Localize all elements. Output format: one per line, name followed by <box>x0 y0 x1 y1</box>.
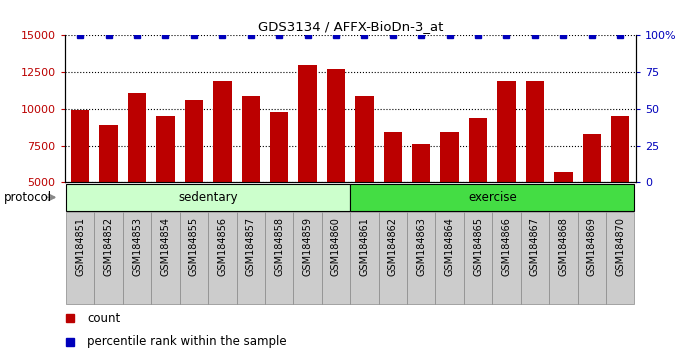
FancyBboxPatch shape <box>606 212 634 304</box>
Text: GSM184865: GSM184865 <box>473 217 483 276</box>
FancyBboxPatch shape <box>350 184 634 211</box>
Text: GSM184858: GSM184858 <box>274 217 284 276</box>
Text: GSM184856: GSM184856 <box>218 217 227 276</box>
Title: GDS3134 / AFFX-BioDn-3_at: GDS3134 / AFFX-BioDn-3_at <box>258 20 443 33</box>
Text: GSM184861: GSM184861 <box>360 217 369 276</box>
FancyBboxPatch shape <box>577 212 606 304</box>
FancyBboxPatch shape <box>350 212 379 304</box>
Text: GSM184860: GSM184860 <box>331 217 341 276</box>
FancyBboxPatch shape <box>293 212 322 304</box>
Text: GSM184853: GSM184853 <box>132 217 142 276</box>
Text: GSM184869: GSM184869 <box>587 217 597 276</box>
Bar <box>99 125 118 182</box>
Text: GSM184862: GSM184862 <box>388 217 398 276</box>
FancyBboxPatch shape <box>151 212 180 304</box>
FancyBboxPatch shape <box>237 212 265 304</box>
Bar <box>299 65 317 182</box>
FancyBboxPatch shape <box>123 212 151 304</box>
Bar <box>441 132 459 182</box>
Bar <box>185 100 203 182</box>
Text: GSM184863: GSM184863 <box>416 217 426 276</box>
Text: GSM184868: GSM184868 <box>558 217 568 276</box>
Text: GSM184855: GSM184855 <box>189 217 199 276</box>
Bar <box>469 118 488 182</box>
Text: protocol: protocol <box>3 191 52 204</box>
Bar <box>241 96 260 182</box>
Bar <box>526 81 544 182</box>
FancyBboxPatch shape <box>435 212 464 304</box>
Text: GSM184854: GSM184854 <box>160 217 171 276</box>
Bar <box>128 93 146 182</box>
FancyBboxPatch shape <box>379 212 407 304</box>
Text: GSM184867: GSM184867 <box>530 217 540 276</box>
FancyBboxPatch shape <box>322 212 350 304</box>
FancyBboxPatch shape <box>492 212 521 304</box>
FancyBboxPatch shape <box>208 212 237 304</box>
FancyBboxPatch shape <box>95 212 123 304</box>
Text: GSM184851: GSM184851 <box>75 217 85 276</box>
Text: GSM184866: GSM184866 <box>501 217 511 276</box>
Bar <box>71 110 90 182</box>
FancyBboxPatch shape <box>464 212 492 304</box>
Text: sedentary: sedentary <box>178 191 238 204</box>
Text: GSM184859: GSM184859 <box>303 217 313 276</box>
Bar <box>327 69 345 182</box>
Bar <box>156 116 175 182</box>
FancyBboxPatch shape <box>549 212 577 304</box>
FancyBboxPatch shape <box>265 212 293 304</box>
Text: GSM184870: GSM184870 <box>615 217 625 276</box>
Bar <box>384 132 402 182</box>
Bar <box>583 134 601 182</box>
FancyBboxPatch shape <box>407 212 435 304</box>
Bar <box>213 81 232 182</box>
Bar <box>270 112 288 182</box>
Text: GSM184864: GSM184864 <box>445 217 455 276</box>
Bar <box>412 144 430 182</box>
FancyBboxPatch shape <box>521 212 549 304</box>
Bar <box>554 172 573 182</box>
FancyBboxPatch shape <box>66 212 95 304</box>
Bar <box>611 116 630 182</box>
Bar <box>355 96 373 182</box>
Text: exercise: exercise <box>468 191 517 204</box>
Text: percentile rank within the sample: percentile rank within the sample <box>88 335 287 348</box>
Text: GSM184857: GSM184857 <box>245 217 256 276</box>
FancyBboxPatch shape <box>66 184 350 211</box>
Bar <box>497 81 515 182</box>
Text: count: count <box>88 312 120 325</box>
FancyBboxPatch shape <box>180 212 208 304</box>
Text: GSM184852: GSM184852 <box>103 217 114 276</box>
